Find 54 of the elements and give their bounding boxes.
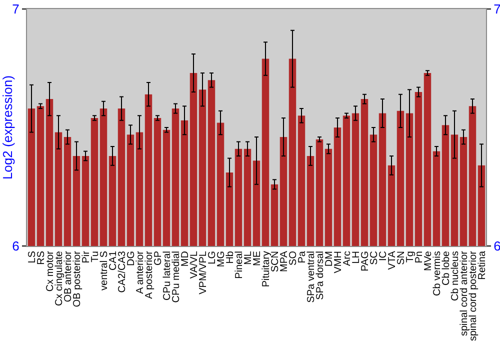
x-tick-label: SO: [288, 250, 299, 266]
x-tick-label: PAG: [360, 250, 371, 272]
x-tick-label: RS: [36, 250, 47, 265]
x-tick-label: SPa dorsal: [314, 251, 326, 300]
x-tick-label: SC: [368, 251, 380, 265]
x-tick-label: A posterior: [144, 250, 155, 299]
x-tick-label: Pir: [80, 250, 92, 264]
x-tick-label: OB anterior: [62, 250, 74, 302]
x-tick-label: CPu lateral: [162, 251, 173, 300]
x-tick-label: LH: [350, 251, 362, 264]
x-tick-label: ventral S: [98, 250, 110, 290]
x-tick-label: Cb lobe: [440, 250, 452, 286]
x-tick-label: CA2/CA3: [116, 250, 128, 293]
x-tick-label: Retina: [476, 250, 488, 280]
x-tick-label: GP: [152, 250, 164, 266]
y2-tick-label: 7: [494, 2, 500, 17]
x-tick-label: Pn: [414, 251, 425, 264]
x-tick-label: Cx cingulate: [54, 250, 65, 306]
x-tick-label: Arc: [342, 251, 353, 266]
x-tick-label: SN: [396, 251, 407, 265]
x-tick-label: Pineal: [234, 251, 245, 279]
x-tick-label: Tu: [90, 251, 101, 262]
x-tick-label: SCN: [270, 251, 281, 272]
x-tick-label: VA/VL: [188, 250, 200, 279]
x-tick-label: Hb: [224, 250, 236, 264]
x-tick-label: Pa: [296, 250, 308, 264]
x-tick-label: LS: [26, 250, 38, 264]
y-axis-title: Log2 (expression): [0, 75, 15, 180]
x-tick-label: VPM/VPL: [198, 250, 209, 294]
x-tick-label: MD: [180, 251, 191, 267]
x-tick-label: Cx motor: [44, 250, 56, 292]
x-tick-label: Cb nucleus: [450, 251, 461, 302]
x-tick-label: VTA: [386, 250, 398, 270]
x-tick-label: LG: [206, 250, 218, 264]
x-tick-label: Tg: [404, 251, 416, 263]
x-tick-label: A anterior: [134, 250, 146, 294]
x-tick-label: Pituitary: [260, 251, 272, 288]
x-tick-label: MVe: [422, 250, 434, 272]
x-tick-label: SPa ventral: [306, 251, 317, 303]
x-tick-label: IC: [378, 251, 389, 261]
x-tick-label: CPu medial: [170, 251, 182, 303]
x-tick-label: VMH: [332, 251, 344, 274]
y2-tick-label: 6: [494, 238, 500, 254]
x-tick-label: CA1: [108, 250, 119, 270]
x-tick-label: OB posterior: [72, 250, 83, 308]
x-tick-label: spinal cord posterior: [468, 250, 479, 342]
x-tick-label: Cb vermis: [432, 251, 443, 296]
x-tick-label: ML: [242, 250, 254, 265]
x-tick-label: DG: [126, 250, 137, 266]
x-tick-label: DM: [324, 251, 335, 267]
x-tick-label: spinal cord anterior: [458, 250, 470, 336]
x-tick-label: MPA: [278, 250, 290, 272]
x-tick-label: MG: [216, 250, 227, 268]
x-tick-label: ME: [252, 250, 263, 266]
